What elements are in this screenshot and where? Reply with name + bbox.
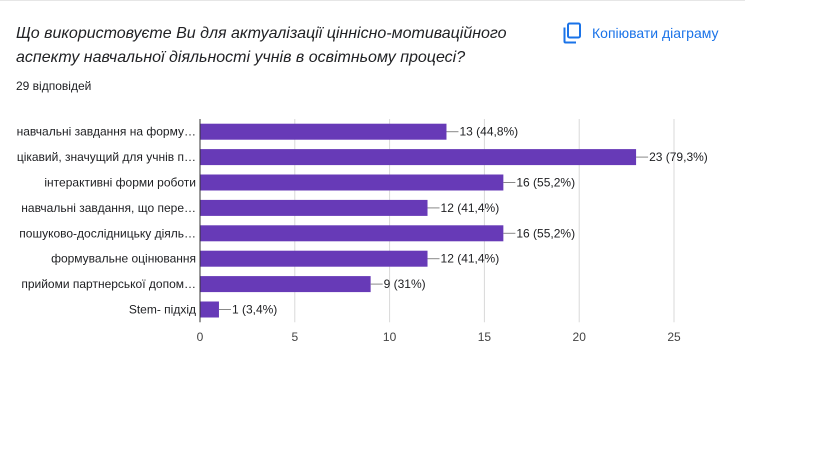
x-tick-label: 10 <box>383 330 397 344</box>
bar <box>200 199 428 216</box>
data-label: 12 (41,4%) <box>441 201 500 215</box>
x-tick-label: 25 <box>667 330 681 344</box>
bar <box>200 301 219 318</box>
x-tick-label: 0 <box>197 330 204 344</box>
copy-chart-label: Копіювати діаграму <box>592 25 719 41</box>
bar <box>200 174 504 191</box>
category-label: прийоми партнерської допом… <box>21 277 196 291</box>
category-label: навчальні завдання, що пере… <box>21 201 196 215</box>
x-tick-label: 15 <box>478 330 492 344</box>
chart-card: Що використовуєте Ви для актуалізації ці… <box>0 0 745 345</box>
data-label: 16 (55,2%) <box>516 176 575 190</box>
data-label: 1 (3,4%) <box>232 303 277 317</box>
category-label: цікавий, значущий для учнів п… <box>17 150 196 164</box>
data-label: 16 (55,2%) <box>516 226 575 240</box>
category-label: навчальні завдання на форму… <box>17 125 196 139</box>
category-label: пошуково-дослідницьку діяль… <box>19 226 196 240</box>
bar-chart: 0 5 10 15 20 25 навчальні завдання на форму… 13… <box>17 119 708 344</box>
data-label: 12 (41,4%) <box>441 252 500 266</box>
copy-icon <box>562 22 582 44</box>
data-label: 9 (31%) <box>384 277 426 291</box>
category-label: Stem- підхід <box>129 303 196 317</box>
x-tick-label: 5 <box>291 330 298 344</box>
category-label: формувальне оцінювання <box>51 252 196 266</box>
bar <box>200 276 371 293</box>
bar <box>200 149 637 166</box>
category-label: інтерактивні форми роботи <box>44 176 196 190</box>
bar <box>200 123 447 140</box>
card-divider <box>0 0 745 1</box>
question-title: Що використовуєте Ви для актуалізації ці… <box>16 25 507 66</box>
x-tick-label: 20 <box>573 330 587 344</box>
data-label: 23 (79,3%) <box>649 150 708 164</box>
bar <box>200 225 504 242</box>
bar <box>200 250 428 267</box>
responses-count: 29 відповідей <box>16 79 92 93</box>
copy-chart-button[interactable]: Копіювати діаграму <box>562 18 719 48</box>
data-label: 13 (44,8%) <box>459 125 518 139</box>
